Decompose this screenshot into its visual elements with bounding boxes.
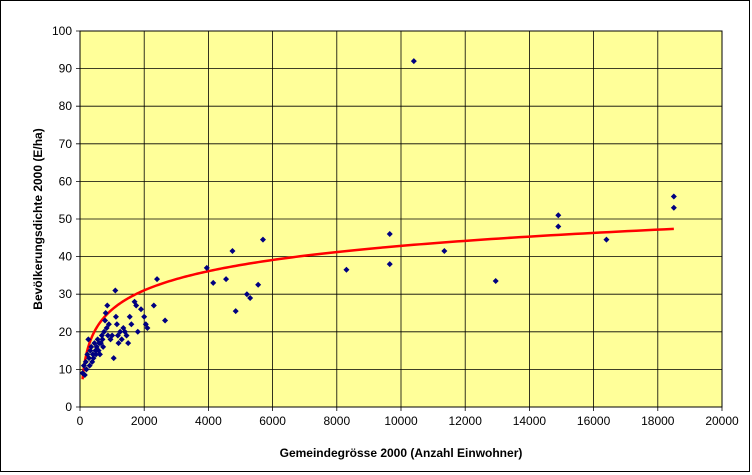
data-point (141, 313, 148, 320)
x-tick-label: 8000 (323, 414, 350, 428)
x-tick-label: 2000 (131, 414, 158, 428)
trendline (81, 227, 674, 380)
data-point (203, 264, 210, 271)
x-tick-label: 20000 (705, 414, 739, 428)
data-point (223, 276, 230, 283)
data-point (110, 355, 117, 362)
data-point (118, 336, 125, 343)
data-point (104, 332, 111, 339)
y-tick-label: 0 (65, 400, 72, 414)
data-point (126, 313, 133, 320)
data-point (114, 332, 121, 339)
data-point (386, 261, 393, 268)
data-point (137, 306, 144, 313)
x-tick-label: 16000 (577, 414, 611, 428)
data-point (91, 340, 98, 347)
data-point (103, 325, 110, 332)
data-point (104, 302, 111, 309)
data-point (99, 336, 106, 343)
data-point (112, 313, 119, 320)
data-point (115, 340, 122, 347)
data-point (109, 332, 116, 339)
data-point (93, 351, 100, 358)
y-tick-label: 30 (59, 287, 73, 301)
x-tick-label: 14000 (513, 414, 547, 428)
data-point (98, 332, 105, 339)
data-point (123, 332, 130, 339)
data-point (441, 247, 448, 254)
data-point (144, 325, 151, 332)
data-point (255, 281, 262, 288)
data-point (105, 321, 112, 328)
x-tick-label: 4000 (195, 414, 222, 428)
x-tick-label: 0 (77, 414, 84, 428)
x-tick-label: 6000 (259, 414, 286, 428)
data-point (259, 236, 266, 243)
data-point (89, 351, 96, 358)
y-axis-title: Bevölkerungsdichte 2000 (E/ha) (31, 128, 45, 309)
grid-lines (76, 30, 723, 411)
data-point (134, 328, 141, 335)
data-point (247, 294, 254, 301)
data-point (82, 358, 89, 365)
x-tick-label: 12000 (449, 414, 483, 428)
y-tick-label: 100 (52, 24, 72, 38)
data-point (210, 279, 217, 286)
data-point (555, 223, 562, 230)
y-tick-label: 10 (59, 362, 73, 376)
data-point (100, 343, 107, 350)
x-axis-title: Gemeindegrösse 2000 (Anzahl Einwohner) (280, 446, 523, 460)
data-point (243, 291, 250, 298)
data-point (555, 212, 562, 219)
y-tick-label: 40 (59, 250, 73, 264)
tick-labels: 0 2000 4000 6000 8000 10000 12000 14000 16000 180… (52, 24, 739, 428)
data-point (117, 328, 124, 335)
data-point (101, 328, 108, 335)
y-tick-label: 70 (59, 137, 73, 151)
data-point (83, 366, 90, 373)
y-tick-label: 80 (59, 99, 73, 113)
y-tick-label: 20 (59, 325, 73, 339)
data-point (410, 58, 417, 65)
data-point (96, 351, 103, 358)
data-point (102, 317, 109, 324)
data-point (85, 336, 92, 343)
data-point (492, 278, 499, 285)
data-point (133, 302, 140, 309)
y-tick-label: 90 (59, 62, 73, 76)
data-point (343, 266, 350, 273)
data-point (232, 308, 239, 315)
data-point (90, 355, 97, 362)
data-point (229, 247, 236, 254)
data-point (102, 310, 109, 316)
data-point (162, 317, 169, 324)
x-tick-label: 10000 (384, 414, 418, 428)
data-point (128, 321, 135, 328)
data-point (125, 340, 132, 347)
data-point (386, 231, 393, 238)
data-point (81, 372, 88, 379)
y-tick-label: 50 (59, 212, 73, 226)
data-point (86, 362, 93, 369)
data-point (112, 287, 119, 294)
x-tick-label: 18000 (641, 414, 675, 428)
data-point (670, 204, 677, 211)
data-point (150, 302, 157, 309)
data-point (670, 193, 677, 200)
data-point (603, 236, 610, 243)
data-point (154, 276, 161, 283)
y-tick-label: 60 (59, 174, 73, 188)
data-point (113, 321, 120, 328)
data-point (85, 355, 92, 362)
data-point (88, 343, 95, 350)
data-points (79, 58, 677, 379)
